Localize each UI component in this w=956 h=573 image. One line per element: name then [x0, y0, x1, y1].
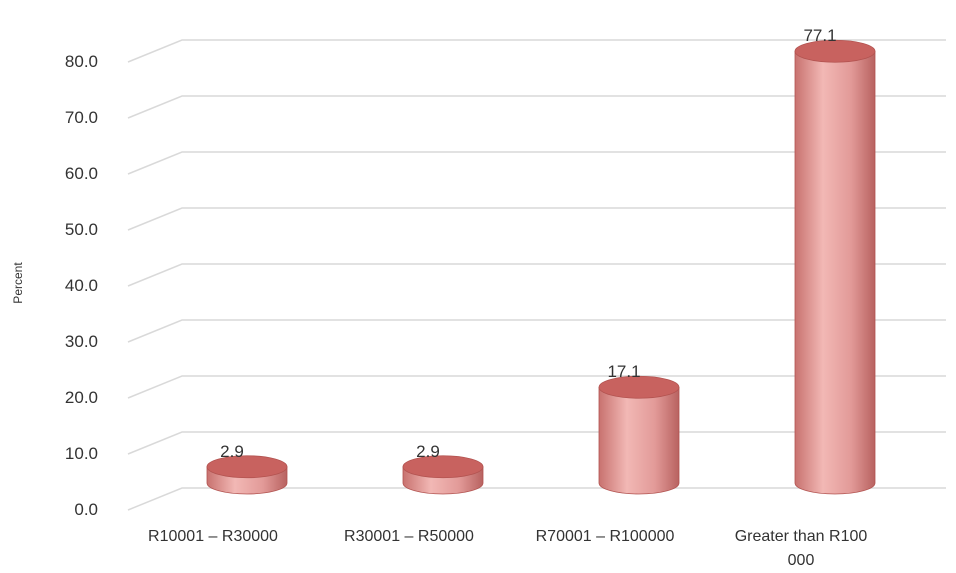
y-tick-label: 10.0 [65, 444, 98, 463]
y-tick-label: 30.0 [65, 332, 98, 351]
data-label: 2.9 [416, 442, 440, 461]
y-tick-label: 70.0 [65, 108, 98, 127]
bar-top [206, 455, 288, 479]
bar [598, 375, 680, 495]
x-tick-label: R10001 – R30000 [148, 528, 278, 545]
gridline [127, 431, 946, 455]
y-tick-label: 60.0 [65, 164, 98, 183]
y-tick-label: 50.0 [65, 220, 98, 239]
y-axis-title: Percent [11, 262, 25, 304]
y-axis-ticks: 0.0 10.0 20.0 30.0 40.0 50.0 60.0 70.0 80.0 [65, 52, 98, 519]
gridline [127, 263, 946, 287]
gridlines [127, 39, 946, 511]
bars: 2.9 2.9 17.1 77.1 [206, 26, 876, 495]
y-tick-label: 0.0 [74, 500, 98, 519]
data-label: 17.1 [607, 362, 640, 381]
gridline [127, 207, 946, 231]
bar-top [598, 375, 680, 399]
bar [206, 455, 288, 495]
bar-top [402, 455, 484, 479]
gridline [127, 151, 946, 175]
y-tick-label: 80.0 [65, 52, 98, 71]
bar-top [794, 39, 876, 63]
gridline [127, 319, 946, 343]
bar-body [794, 50, 876, 495]
gridline [127, 375, 946, 399]
y-tick-label: 40.0 [65, 276, 98, 295]
bar-body [598, 386, 680, 495]
x-tick-label: R30001 – R50000 [344, 528, 474, 545]
x-tick-label: R70001 – R100000 [536, 528, 675, 545]
x-tick-label: Greater than R100 000 [735, 528, 868, 569]
gridline [127, 39, 946, 63]
gridline [127, 95, 946, 119]
bar [794, 39, 876, 495]
bar [402, 455, 484, 495]
data-label: 77.1 [803, 26, 836, 45]
x-axis-categories: R10001 – R30000 R30001 – R50000 R70001 – R… [148, 528, 867, 569]
y-tick-label: 20.0 [65, 388, 98, 407]
data-label: 2.9 [220, 442, 244, 461]
gridline [127, 487, 946, 511]
